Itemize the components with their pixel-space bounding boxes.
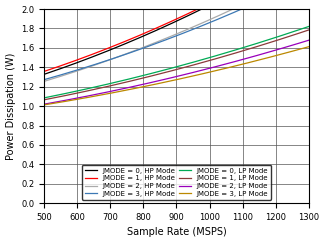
JMODE = 0, LP Mode bbox=[42, 96, 46, 99]
Legend: JMODE = 0, HP Mode, JMODE = 1, HP Mode, JMODE = 2, HP Mode, JMODE = 3, HP Mode, : JMODE = 0, HP Mode, JMODE = 1, HP Mode, … bbox=[82, 165, 271, 200]
JMODE = 3, LP Mode bbox=[91, 95, 95, 98]
JMODE = 3, HP Mode bbox=[58, 74, 62, 77]
JMODE = 1, LP Mode bbox=[53, 96, 57, 99]
Line: JMODE = 0, LP Mode: JMODE = 0, LP Mode bbox=[44, 26, 309, 98]
JMODE = 3, LP Mode bbox=[307, 45, 311, 48]
Line: JMODE = 2, HP Mode: JMODE = 2, HP Mode bbox=[44, 0, 309, 81]
JMODE = 3, HP Mode bbox=[91, 63, 95, 66]
JMODE = 2, LP Mode bbox=[113, 89, 117, 92]
JMODE = 3, LP Mode bbox=[293, 49, 297, 52]
JMODE = 1, HP Mode bbox=[113, 44, 117, 47]
JMODE = 1, HP Mode bbox=[42, 70, 46, 73]
JMODE = 2, HP Mode bbox=[113, 57, 117, 60]
Line: JMODE = 1, HP Mode: JMODE = 1, HP Mode bbox=[44, 0, 309, 71]
JMODE = 1, HP Mode bbox=[53, 66, 57, 69]
JMODE = 2, LP Mode bbox=[293, 43, 297, 46]
JMODE = 0, LP Mode bbox=[113, 81, 117, 84]
JMODE = 2, LP Mode bbox=[42, 103, 46, 106]
JMODE = 1, LP Mode bbox=[58, 95, 62, 98]
JMODE = 3, HP Mode bbox=[42, 78, 46, 81]
Line: JMODE = 1, LP Mode: JMODE = 1, LP Mode bbox=[44, 30, 309, 100]
JMODE = 2, HP Mode bbox=[42, 80, 46, 83]
JMODE = 0, LP Mode bbox=[58, 93, 62, 96]
JMODE = 0, LP Mode bbox=[284, 33, 288, 35]
JMODE = 1, LP Mode bbox=[91, 88, 95, 91]
JMODE = 1, LP Mode bbox=[42, 98, 46, 101]
JMODE = 3, LP Mode bbox=[53, 102, 57, 105]
JMODE = 3, LP Mode bbox=[58, 101, 62, 104]
JMODE = 3, LP Mode bbox=[284, 52, 288, 54]
JMODE = 1, LP Mode bbox=[113, 83, 117, 86]
Line: JMODE = 3, LP Mode: JMODE = 3, LP Mode bbox=[44, 47, 309, 105]
JMODE = 2, LP Mode bbox=[53, 101, 57, 104]
JMODE = 3, LP Mode bbox=[42, 104, 46, 106]
JMODE = 0, HP Mode bbox=[113, 47, 117, 50]
JMODE = 0, HP Mode bbox=[58, 67, 62, 70]
JMODE = 1, LP Mode bbox=[284, 36, 288, 39]
JMODE = 2, LP Mode bbox=[58, 100, 62, 103]
JMODE = 2, HP Mode bbox=[58, 75, 62, 78]
JMODE = 0, LP Mode bbox=[293, 29, 297, 32]
JMODE = 2, LP Mode bbox=[284, 45, 288, 48]
JMODE = 2, LP Mode bbox=[307, 39, 311, 42]
X-axis label: Sample Rate (MSPS): Sample Rate (MSPS) bbox=[127, 227, 226, 237]
JMODE = 1, LP Mode bbox=[293, 33, 297, 36]
JMODE = 0, HP Mode bbox=[91, 55, 95, 58]
JMODE = 3, LP Mode bbox=[113, 91, 117, 94]
JMODE = 2, HP Mode bbox=[53, 77, 57, 80]
JMODE = 1, LP Mode bbox=[307, 28, 311, 31]
JMODE = 0, HP Mode bbox=[42, 73, 46, 76]
JMODE = 0, LP Mode bbox=[91, 86, 95, 89]
JMODE = 0, LP Mode bbox=[307, 25, 311, 28]
Line: JMODE = 0, HP Mode: JMODE = 0, HP Mode bbox=[44, 0, 309, 74]
Y-axis label: Power Dissipation (W): Power Dissipation (W) bbox=[6, 52, 16, 160]
JMODE = 0, LP Mode bbox=[53, 94, 57, 97]
JMODE = 2, LP Mode bbox=[91, 94, 95, 96]
JMODE = 1, HP Mode bbox=[58, 65, 62, 68]
JMODE = 3, HP Mode bbox=[53, 75, 57, 78]
JMODE = 0, HP Mode bbox=[53, 69, 57, 72]
JMODE = 3, HP Mode bbox=[113, 57, 117, 60]
JMODE = 1, HP Mode bbox=[91, 52, 95, 55]
JMODE = 2, HP Mode bbox=[91, 64, 95, 67]
Line: JMODE = 2, LP Mode: JMODE = 2, LP Mode bbox=[44, 40, 309, 104]
Line: JMODE = 3, HP Mode: JMODE = 3, HP Mode bbox=[44, 0, 309, 80]
